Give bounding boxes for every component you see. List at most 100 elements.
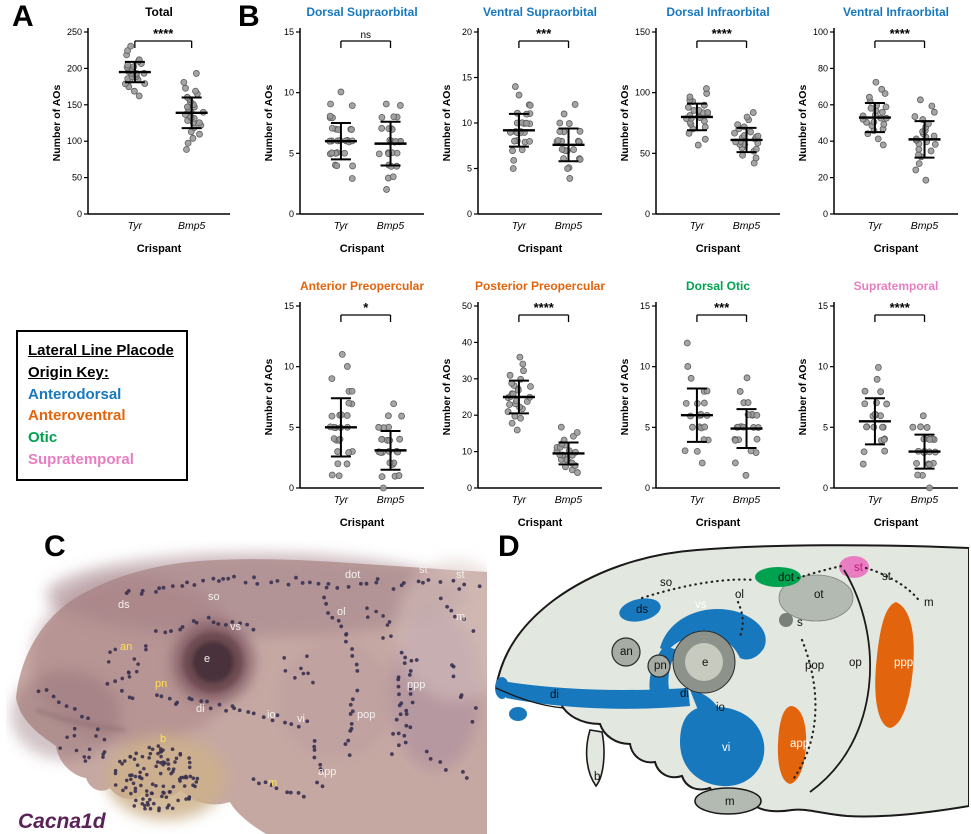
- label-st: st: [882, 571, 892, 583]
- label-so: so: [660, 577, 672, 589]
- y-tick-label: 10: [462, 118, 472, 128]
- errorbar-tyr: [680, 102, 713, 132]
- chart-svg-dorsal-supraorbital: Dorsal Supraorbital 0 5 10 15 Number of AOs Ty…: [263, 5, 424, 255]
- panel-label-a: A: [12, 0, 34, 33]
- chart-svg-ventral-infraorbital: Ventral Infraorbital 0 20 40 60 80 100 Number o…: [797, 5, 958, 255]
- significance-bracket: *: [340, 300, 392, 322]
- mouth-shape: [694, 787, 762, 815]
- x-axis-label: Crispant: [137, 243, 182, 255]
- panel-label-d: D: [498, 530, 520, 563]
- x-tick-bmp5: Bmp5: [555, 494, 583, 506]
- chart-title: Dorsal Infraorbital: [666, 5, 769, 19]
- label-vi: vi: [297, 713, 305, 725]
- label-pop: pop: [805, 660, 824, 672]
- panel-d-svg: so dot ol st st m vs ds ot s an pn e pop op ppp di di io vi…: [494, 544, 970, 818]
- legend-entries: Anterodorsal Anteroventral Otic Supratempor…: [28, 384, 176, 471]
- x-axis-label: Crispant: [518, 243, 563, 255]
- y-tick-label: 0: [467, 483, 472, 493]
- y-tick-label: 50: [462, 301, 472, 311]
- significance-label: ***: [536, 26, 552, 41]
- points-tyr: [326, 350, 356, 480]
- chart-title: Dorsal Otic: [686, 279, 750, 293]
- y-tick-label: 100: [67, 136, 82, 146]
- y-tick-label: 10: [284, 88, 294, 98]
- y-tick-label: 40: [462, 337, 472, 347]
- x-tick-bmp5: Bmp5: [377, 220, 405, 232]
- label-ppp: ppp: [407, 679, 425, 691]
- x-tick-tyr: Tyr: [512, 220, 527, 232]
- chart-title: Total: [145, 5, 173, 19]
- label-io: io: [267, 709, 276, 721]
- s-spot: [779, 613, 793, 627]
- y-tick-label: 5: [467, 164, 472, 174]
- errorbar-bmp5: [908, 433, 941, 470]
- legend-entry-anteroventral: Anteroventral: [28, 407, 126, 425]
- chart-svg-supratemporal: Supratemporal 0 5 10 15 Number of AOs Tyr Bmp5 *…: [797, 279, 958, 529]
- x-tick-bmp5: Bmp5: [911, 220, 939, 232]
- label-pn: pn: [155, 678, 167, 690]
- y-tick-label: 10: [818, 362, 828, 372]
- label-st: st: [419, 564, 428, 576]
- barbel-outline: [585, 729, 605, 788]
- y-tick-label: 50: [72, 173, 82, 183]
- label-di: di: [680, 688, 689, 700]
- label-ppp: ppp: [894, 657, 913, 669]
- chart-dorsal-otic: Dorsal Otic 0 5 10 15 Number of AOs Tyr Bmp5 ***…: [616, 276, 788, 539]
- panel-d-schematic: so dot ol st st m vs ds ot s an pn e pop op ppp di di io vi…: [492, 540, 970, 833]
- errorbar-tyr: [858, 101, 891, 134]
- x-axis-label: Crispant: [518, 517, 563, 529]
- x-axis-label: Crispant: [696, 517, 741, 529]
- chart-svg-ventral-supraorbital: Ventral Supraorbital 0 5 10 15 20 Number of AO…: [441, 5, 602, 255]
- errorbar-bmp5: [374, 429, 407, 471]
- label-ds: ds: [636, 604, 648, 616]
- y-axis-label: Number of AOs: [441, 359, 453, 436]
- x-tick-tyr: Tyr: [128, 220, 143, 232]
- y-axis-label: Number of AOs: [797, 85, 809, 162]
- errorbar-bmp5: [374, 120, 407, 167]
- chart-svg-dorsal-infraorbital: Dorsal Infraorbital 0 50 100 150 Number of AO…: [619, 5, 780, 255]
- x-axis-label: Crispant: [340, 243, 385, 255]
- label-app: app: [790, 738, 809, 750]
- x-tick-bmp5: Bmp5: [733, 494, 761, 506]
- significance-label: ****: [890, 300, 911, 315]
- chart-title: Dorsal Supraorbital: [306, 5, 417, 19]
- significance-label: ****: [153, 26, 174, 41]
- y-tick-label: 10: [462, 447, 472, 457]
- chart-supratemporal: Supratemporal 0 5 10 15 Number of AOs Tyr Bmp5 *…: [794, 276, 966, 539]
- legend-entry-supratemporal: Supratemporal: [28, 450, 134, 468]
- y-tick-label: 0: [645, 483, 650, 493]
- chart-svg-dorsal-otic: Dorsal Otic 0 5 10 15 Number of AOs Tyr Bmp5 ***…: [619, 279, 780, 529]
- significance-bracket: ***: [696, 300, 748, 322]
- axes: 0 5 10 15: [284, 301, 424, 493]
- label-vs: vs: [230, 621, 242, 633]
- chart-title: Supratemporal: [854, 279, 939, 293]
- y-tick-label: 10: [640, 362, 650, 372]
- y-axis-label: Number of AOs: [619, 85, 631, 162]
- axes: 0 5 10 15: [640, 301, 780, 493]
- label-op: op: [849, 657, 862, 669]
- legend-title-line2: Origin Key:: [28, 363, 109, 381]
- x-tick-bmp5: Bmp5: [555, 220, 583, 232]
- y-tick-label: 0: [467, 209, 472, 219]
- y-tick-label: 15: [818, 301, 828, 311]
- y-tick-label: 5: [289, 422, 294, 432]
- errorbar-bmp5: [730, 408, 763, 449]
- chart-total: Total 0 50 100 150 200 250 Number of AOs Tyr Bmp5…: [48, 2, 238, 265]
- label-pop: pop: [357, 709, 375, 721]
- y-tick-label: 15: [462, 73, 472, 83]
- significance-label: ****: [534, 300, 555, 315]
- label-vs: vs: [695, 599, 707, 611]
- significance-bracket: ****: [518, 300, 570, 322]
- x-tick-tyr: Tyr: [690, 220, 705, 232]
- axes: 0 5 10 15 20: [462, 27, 602, 219]
- legend-title-line1: Lateral Line Placode: [28, 342, 174, 359]
- panel-c-svg: ds so vs an e pn di io vi b m app pop ol dot st st m ppp Ca…: [11, 553, 516, 834]
- eye: [35, 632, 243, 732]
- chart-anterior-preopercular: Anterior Preopercular 0 5 10 15 Number of AOs…: [260, 276, 432, 539]
- y-tick-label: 5: [289, 148, 294, 158]
- label-s: s: [797, 617, 803, 629]
- legend-entry-anterodorsal: Anterodorsal: [28, 385, 122, 403]
- y-tick-label: 0: [823, 483, 828, 493]
- pn-ganglion: [647, 654, 671, 678]
